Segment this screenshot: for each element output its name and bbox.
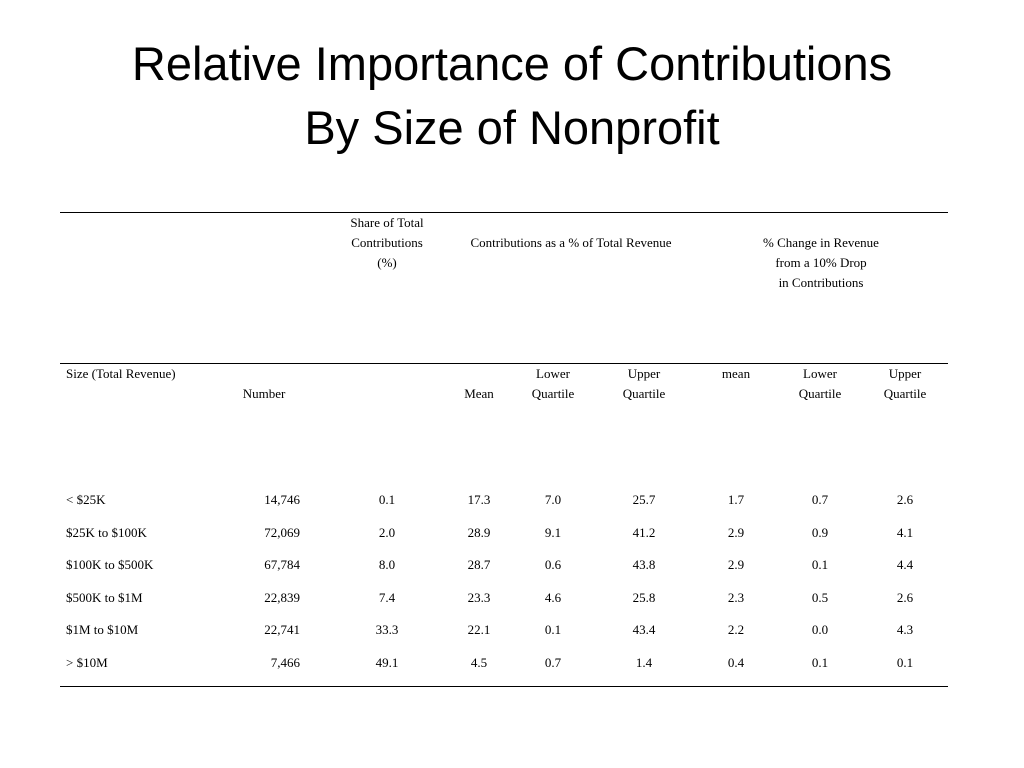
table-cell: 2.9 [727,525,745,540]
table-header-rule [60,363,948,364]
table-cell: < $25K [66,492,106,507]
table-cell: 0.4 [727,655,745,670]
table-cell: 8.0 [378,557,396,572]
table-cell: 0.7 [544,655,562,670]
table-cell: 23.3 [467,590,491,605]
table-cell: 67,784 [264,557,300,572]
table-cell: 22.1 [467,622,491,637]
table-cell: 0.5 [811,590,829,605]
table-cell: 1.4 [635,655,653,670]
table-cell: 17.3 [467,492,491,507]
table-cell: 41.2 [632,525,656,540]
table-cell: 9.1 [544,525,562,540]
header-share-line-2: Contributions [351,235,423,250]
table-cell: 4.4 [896,557,914,572]
title-line-2: By Size of Nonprofit [304,101,720,154]
contributions-table: Share of Total Contributions (%) Contrib… [60,212,948,688]
header-size-total-revenue: Size (Total Revenue) [66,366,176,381]
table-cell: 2.3 [727,590,745,605]
table-cell: 49.1 [375,655,399,670]
table-cell: $1M to $10M [66,622,139,637]
table-cell: 0.1 [544,622,562,637]
table-cell: > $10M [66,655,108,670]
header-change-line-1: % Change in Revenue from a 10% Drop [763,235,879,270]
table-top-rule [60,212,948,213]
table-cell: 2.0 [378,525,396,540]
header-mean: Mean [464,386,494,401]
header-share-of-total: Share of Total Contributions (%) [350,213,423,273]
header-mean-change: mean [721,366,751,381]
table-cell: 72,069 [264,525,300,540]
table-cell: 0.1 [896,655,914,670]
slide-title: Relative Importance of Contributions By … [0,32,1024,160]
table-cell: 0.9 [811,525,829,540]
table-cell: 4.1 [896,525,914,540]
header-upper-quartile-change: Upper Quartile [884,364,927,404]
table-cell: 7.0 [544,492,562,507]
table-cell: 25.7 [632,492,656,507]
table-cell: 22,839 [264,590,300,605]
table-cell: 14,746 [264,492,300,507]
table-cell: 43.8 [632,557,656,572]
table-cell: 2.6 [896,590,914,605]
table-cell: 0.7 [811,492,829,507]
table-cell: 0.1 [811,655,829,670]
table-cell: 2.9 [727,557,745,572]
header-change-in-revenue: % Change in Revenue from a 10% Drop in C… [758,233,885,293]
table-cell: 25.8 [632,590,656,605]
table-cell: 28.7 [467,557,491,572]
title-line-1: Relative Importance of Contributions [131,37,893,90]
table-cell: $500K to $1M [66,590,143,605]
header-upper-quartile: Upper Quartile [623,364,666,404]
table-cell: 0.1 [378,492,396,507]
table-cell: 4.3 [896,622,914,637]
header-upper-quartile-change-line-1: Upper [888,366,922,381]
table-cell: 33.3 [375,622,399,637]
header-lower-quartile-line-1: Lower [536,366,570,381]
header-lower-quartile-change: Lower Quartile [799,364,842,404]
header-lower-quartile-change-line-1: Lower [803,366,837,381]
header-upper-quartile-line-1: Upper [627,366,661,381]
header-share-line-1: Share of Total [350,215,424,230]
table-cell: $25K to $100K [66,525,147,540]
table-cell: 2.2 [727,622,745,637]
header-lower-quartile-line-2: Quartile [531,386,575,401]
header-share-line-3: (%) [377,255,397,270]
table-cell: 0.6 [544,557,562,572]
table-cell: 7.4 [378,590,396,605]
header-lower-quartile-change-line-2: Quartile [798,386,842,401]
table-cell: 7,466 [270,655,300,670]
header-number: Number [242,386,286,401]
header-contributions-pct-revenue: Contributions as a % of Total Revenue [470,235,672,250]
table-cell: 0.0 [811,622,829,637]
header-change-line-2: in Contributions [778,275,864,290]
table-cell: 4.5 [470,655,488,670]
table-cell: 43.4 [632,622,656,637]
table-cell: 22,741 [264,622,300,637]
table-cell: 4.6 [544,590,562,605]
header-upper-quartile-change-line-2: Quartile [883,386,927,401]
table-cell: 1.7 [727,492,745,507]
table-cell: 0.1 [811,557,829,572]
header-lower-quartile: Lower Quartile [532,364,575,404]
header-upper-quartile-line-2: Quartile [622,386,666,401]
table-cell: 28.9 [467,525,491,540]
table-cell: $100K to $500K [66,557,154,572]
table-bottom-rule [60,686,948,687]
table-cell: 2.6 [896,492,914,507]
